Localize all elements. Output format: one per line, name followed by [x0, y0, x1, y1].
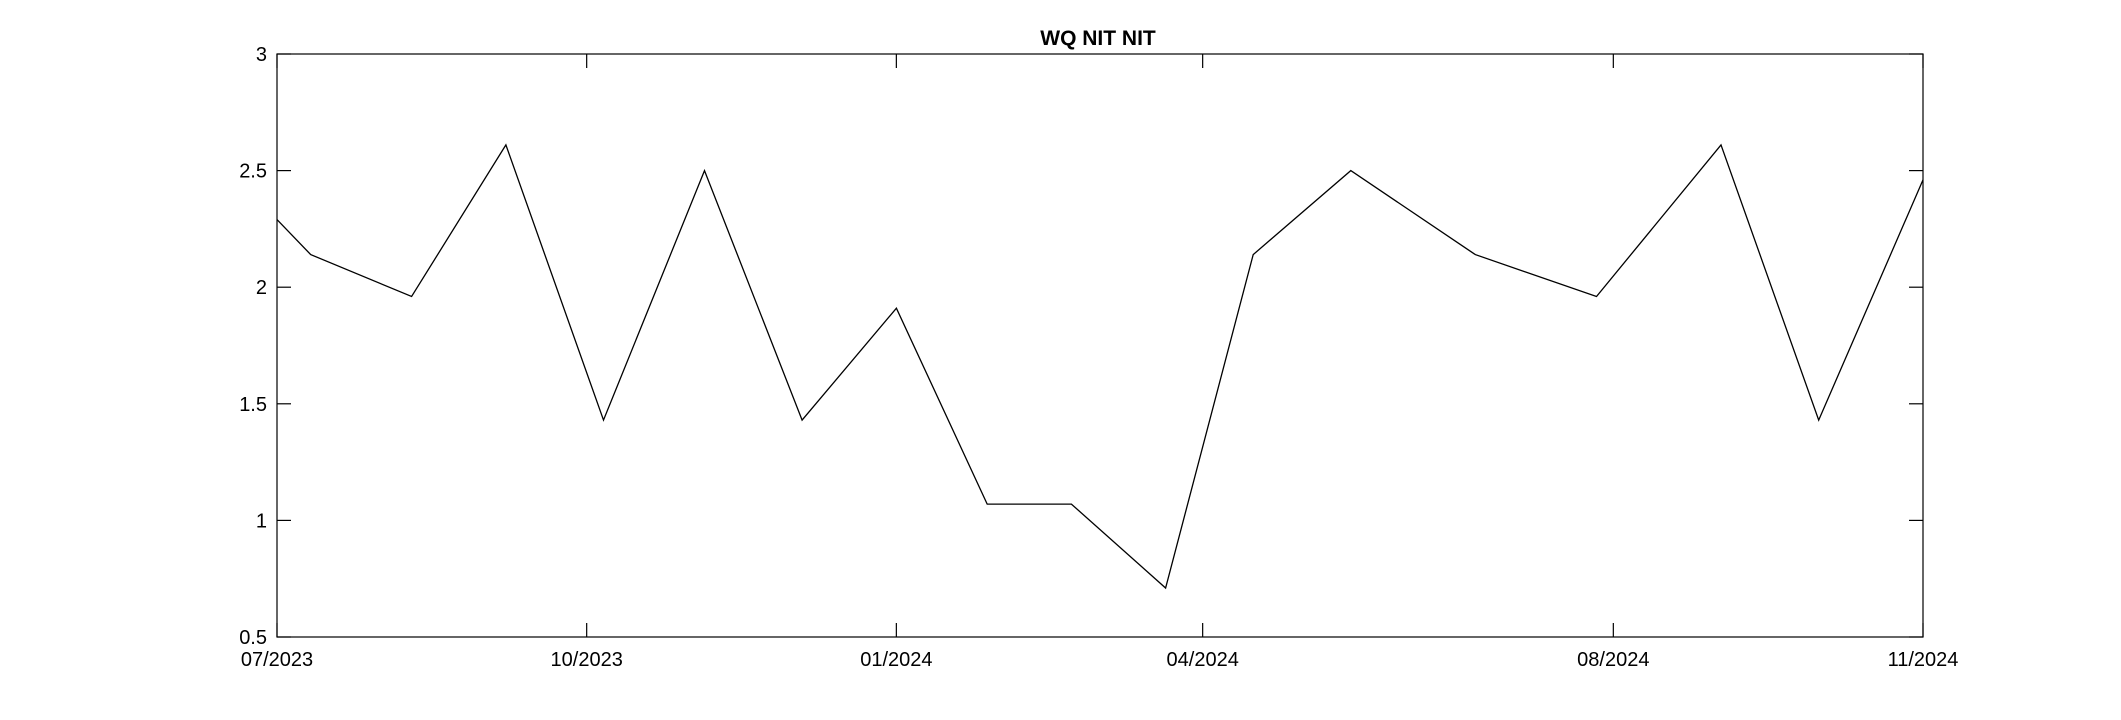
- axis-ticks: [276, 53, 1924, 638]
- chart-title: WQ NIT NIT: [1040, 27, 1156, 50]
- y-tick-label: 0.5: [239, 627, 267, 649]
- y-tick-label: 1: [256, 510, 267, 532]
- y-tick-label: 1.5: [239, 394, 267, 416]
- x-tick-label: 04/2024: [1167, 649, 1239, 671]
- x-tick-label: 08/2024: [1577, 649, 1649, 671]
- x-tick-label: 11/2024: [1888, 649, 1959, 671]
- plot-area: [276, 53, 1924, 638]
- series-layer: [276, 143, 1924, 590]
- x-tick-label: 07/2023: [241, 649, 313, 671]
- x-axis-tick-labels: 07/2023 10/2023 01/2024 04/2024 08/2024 11/20…: [241, 649, 1959, 671]
- y-tick-label: 3: [256, 44, 267, 66]
- x-tick-label: 01/2024: [860, 649, 932, 671]
- y-axis-tick-labels: 0.5 1 1.5 2 2.5 3: [239, 44, 267, 649]
- y-tick-label: 2: [256, 277, 267, 299]
- series-line: [276, 143, 1924, 590]
- x-tick-label: 10/2023: [551, 649, 623, 671]
- y-tick-label: 2.5: [239, 161, 267, 183]
